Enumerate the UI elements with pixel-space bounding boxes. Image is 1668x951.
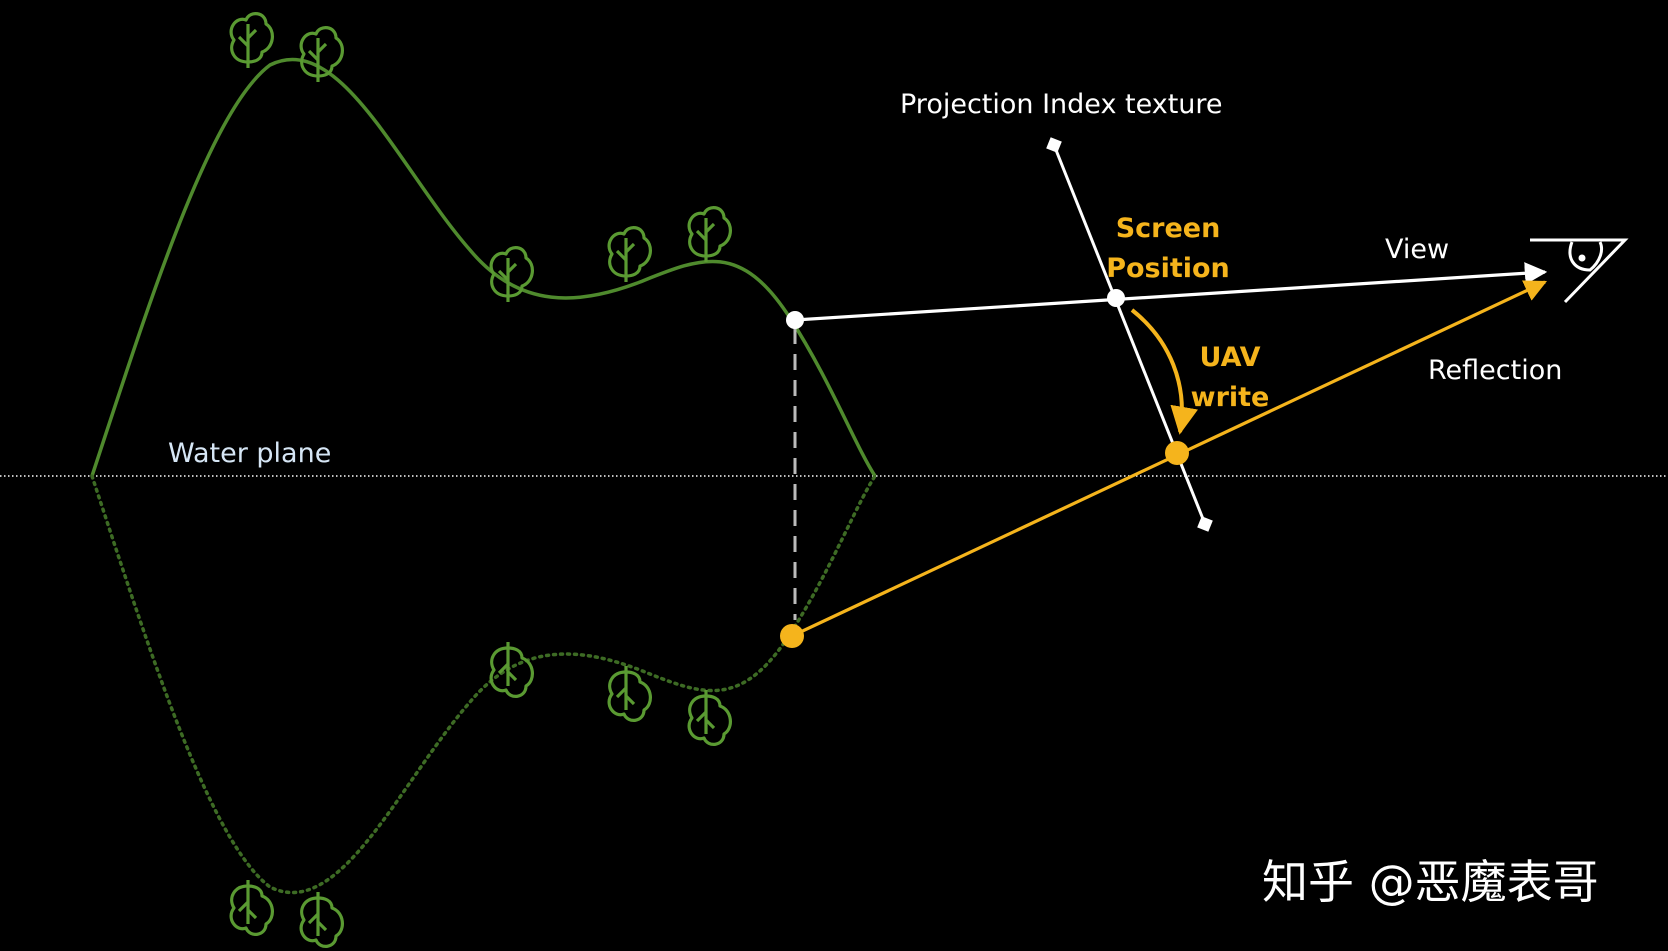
projection-plane-bottom-handle (1197, 516, 1213, 532)
uav-write-label-line2: write (1191, 382, 1270, 413)
screen-position-label-line2: Position (1106, 253, 1230, 284)
reflection-point (780, 624, 804, 648)
projection-plane-line (1052, 144, 1207, 525)
water-plane-label: Water plane (168, 438, 331, 469)
uav-write-arrow (1130, 308, 1199, 435)
screen-position-label-line1: Screen (1116, 213, 1221, 244)
terrain-reflection-curve (90, 474, 877, 895)
watermark-text: 知乎 @恶魔表哥 (1262, 855, 1599, 909)
terrain-hit-point (786, 311, 804, 329)
screen-position-point (1107, 289, 1125, 307)
projection-hit-point (1165, 441, 1189, 465)
tree-reflection-icon (229, 640, 733, 949)
eye-icon (1530, 238, 1629, 304)
view-ray (794, 262, 1548, 322)
view-label: View (1385, 234, 1449, 265)
projection-plane-top-handle (1046, 137, 1062, 153)
projection-texture-label: Projection Index texture (900, 89, 1223, 120)
uav-write-label-line1: UAV (1199, 342, 1260, 373)
terrain-curve (90, 57, 877, 477)
tree-icon (229, 11, 733, 304)
reflection-label: Reflection (1428, 355, 1562, 386)
